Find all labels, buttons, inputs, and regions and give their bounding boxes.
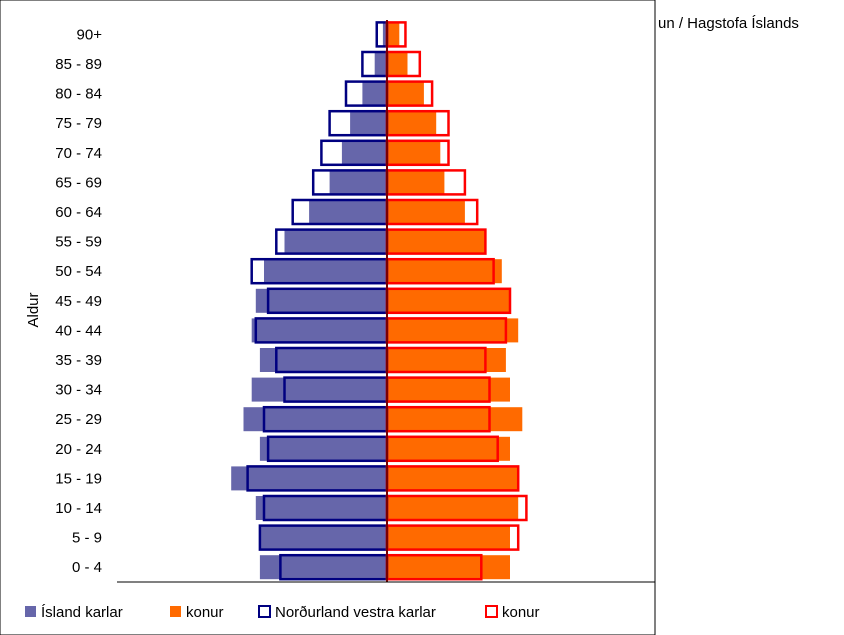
bar-filled-right (387, 22, 400, 47)
y-tick-label: 25 - 29 (55, 411, 102, 428)
bar-filled-right (387, 52, 408, 76)
y-tick-label: 0 - 4 (72, 559, 102, 576)
legend-swatch (25, 606, 36, 617)
bar-filled-left (374, 52, 387, 76)
bar-filled-right (387, 81, 424, 106)
bar-filled-left (255, 496, 387, 520)
bar-filled-left (329, 170, 387, 195)
y-tick-label: 45 - 49 (55, 293, 102, 310)
legend-swatch (258, 605, 271, 618)
bar-filled-left (259, 525, 387, 550)
source-text: un / Hagstofa Íslands (658, 15, 799, 32)
bar-filled-right (387, 525, 510, 550)
bar-filled-left (259, 348, 387, 372)
bar-filled-left (259, 436, 387, 461)
legend-label: konur (502, 604, 540, 621)
bar-filled-right (387, 466, 519, 491)
y-tick-label: 40 - 44 (55, 322, 102, 339)
bar-filled-left (284, 229, 387, 254)
y-axis-title: Aldur (25, 292, 42, 327)
bar-filled-left (231, 466, 387, 491)
bar-filled-right (387, 555, 510, 580)
y-tick-label: 30 - 34 (55, 382, 102, 399)
bar-filled-right (387, 200, 465, 224)
bar-filled-right (387, 348, 506, 372)
legend-swatch (485, 605, 498, 618)
bar-filled-left (309, 200, 387, 224)
y-tick-label: 60 - 64 (55, 204, 102, 221)
bar-filled-right (387, 288, 510, 313)
source-mask (646, 10, 658, 36)
bar-filled-right (387, 229, 486, 254)
legend-label: Ísland karlar (41, 604, 123, 621)
bar-filled-left (341, 140, 387, 165)
y-tick-label: 55 - 59 (55, 234, 102, 251)
bar-filled-right (387, 407, 523, 432)
bar-filled-right (387, 259, 502, 284)
bar-filled-left (350, 111, 387, 136)
tick-labels-group: 0 - 4 5 - 9 10 - 14 15 - 19 20 - 24 25 - 29 30… (55, 26, 102, 576)
legend-label: Norðurland vestra karlar (275, 604, 436, 621)
y-tick-label: 5 - 9 (72, 530, 102, 547)
bar-filled-right (387, 496, 519, 520)
bar-filled-right (387, 170, 445, 195)
legend: Ísland karlar konur Norðurland vestra karl… (25, 604, 540, 621)
bars-group (231, 21, 528, 581)
bar-filled-right (387, 318, 519, 343)
y-tick-label: 65 - 69 (55, 174, 102, 191)
y-tick-label: 15 - 19 (55, 470, 102, 487)
bar-filled-left (362, 81, 387, 106)
y-tick-label: 35 - 39 (55, 352, 102, 369)
bar-filled-right (387, 436, 510, 461)
y-tick-label: 75 - 79 (55, 115, 102, 132)
y-tick-label: 90+ (77, 26, 103, 43)
bar-filled-right (387, 140, 441, 165)
legend-label: konur (186, 604, 224, 621)
bar-filled-left (251, 318, 387, 343)
bar-filled-right (387, 111, 437, 136)
bar-filled-left (243, 407, 387, 432)
bar-filled-left (382, 22, 387, 47)
y-tick-label: 85 - 89 (55, 56, 102, 73)
bar-filled-right (387, 377, 510, 402)
bar-filled-left (255, 288, 387, 313)
y-tick-label: 20 - 24 (55, 441, 102, 458)
bar-filled-left (259, 555, 387, 580)
bar-filled-left (251, 377, 387, 402)
y-tick-label: 70 - 74 (55, 145, 102, 162)
y-tick-label: 10 - 14 (55, 500, 102, 517)
bar-filled-left (264, 259, 387, 284)
y-tick-label: 50 - 54 (55, 263, 102, 280)
y-tick-label: 80 - 84 (55, 86, 102, 103)
legend-swatch (170, 606, 181, 617)
